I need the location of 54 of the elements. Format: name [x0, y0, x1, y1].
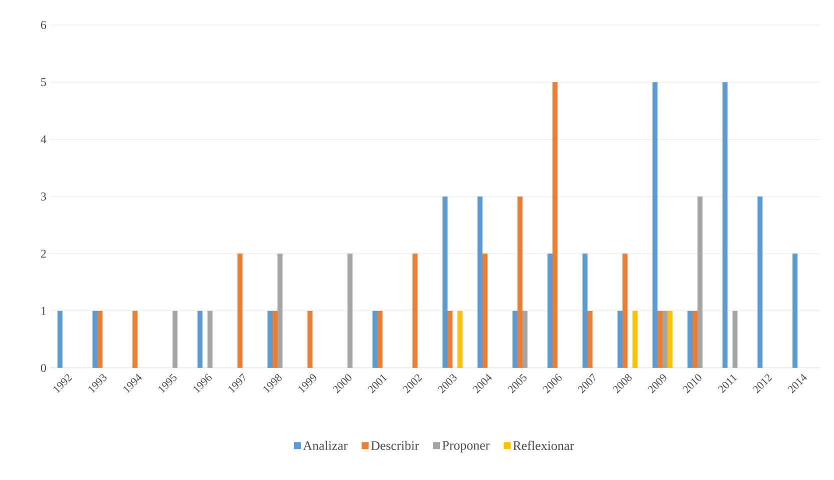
y-tick-label: 0: [40, 364, 46, 372]
bar: [792, 254, 798, 368]
bar: [662, 310, 668, 368]
bar: [92, 310, 98, 368]
y-tick-label: 3: [41, 192, 46, 201]
bar: [618, 310, 623, 368]
bar: [522, 310, 528, 368]
bar: [588, 310, 593, 368]
bar: [378, 310, 383, 368]
x-tick-label: 2011: [718, 374, 738, 394]
legend-label: Describir: [371, 440, 419, 450]
bar: [482, 254, 488, 368]
bar: [208, 310, 213, 368]
bar: [412, 254, 418, 368]
legend-label: Proponer: [442, 441, 490, 452]
y-tick-label: 1: [42, 306, 46, 315]
bar: [442, 196, 448, 368]
bar: [98, 310, 103, 368]
bar: [668, 310, 673, 368]
bar: [372, 310, 378, 368]
legend-label: Reflexionar: [513, 440, 574, 450]
bar: [458, 310, 463, 368]
bar: [518, 196, 523, 368]
y-tick-label: 4: [40, 135, 46, 144]
bar: [722, 82, 728, 368]
bar: [268, 310, 273, 368]
bar: [278, 254, 283, 368]
bar: [758, 196, 763, 368]
bar: [622, 254, 628, 368]
bar: [552, 82, 558, 368]
bar: [272, 310, 278, 368]
bar: [732, 310, 738, 368]
y-tick-label: 2: [41, 250, 46, 258]
bar: [692, 310, 698, 368]
bar: [238, 254, 243, 368]
bar: [658, 310, 663, 368]
bar: [632, 310, 638, 368]
y-tick-label: 5: [41, 78, 46, 86]
bar: [198, 310, 203, 368]
bar: [512, 310, 518, 368]
legend-label: Analizar: [303, 440, 348, 450]
bar: [652, 82, 658, 368]
bar: [448, 310, 453, 368]
bar: [478, 196, 483, 368]
bar: [308, 310, 313, 368]
bar: [548, 254, 553, 368]
y-tick-label: 6: [40, 20, 46, 30]
bar: [132, 310, 138, 368]
bar: [688, 310, 693, 368]
bar: [698, 196, 703, 368]
bar: [348, 254, 353, 368]
bar: [58, 310, 63, 368]
bar: [172, 310, 178, 368]
bar: [582, 254, 588, 368]
